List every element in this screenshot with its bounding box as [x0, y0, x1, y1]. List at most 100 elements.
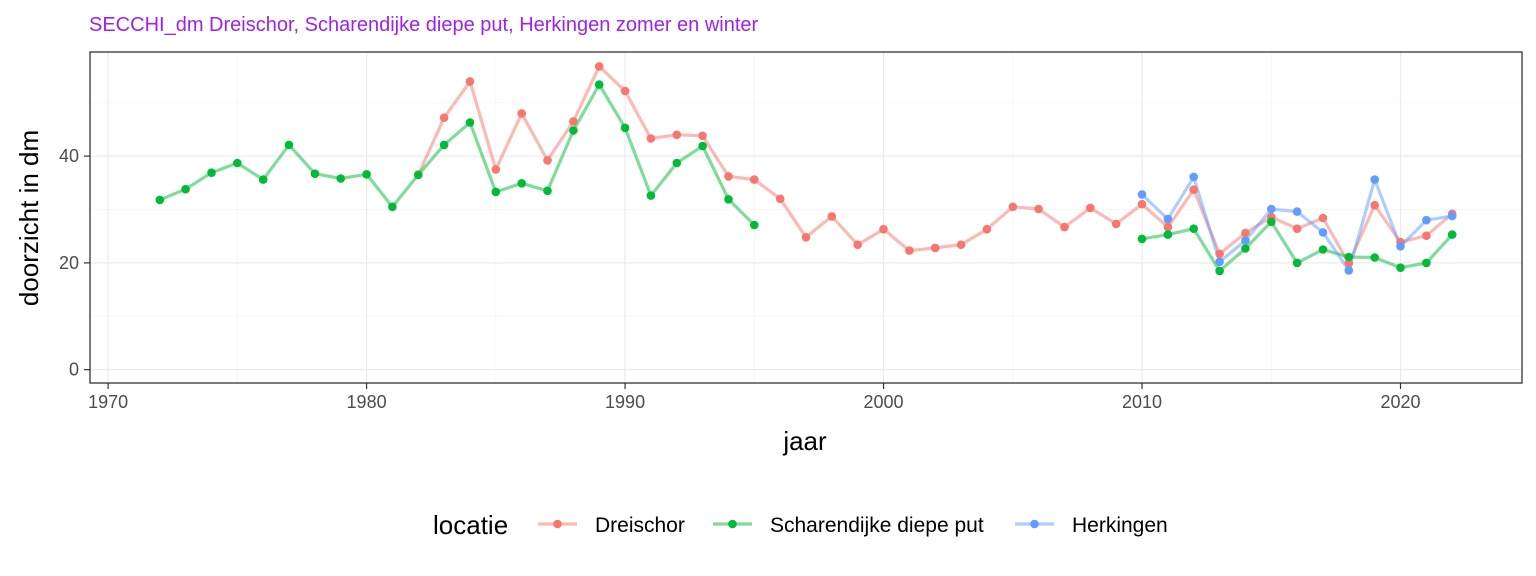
data-point-scharendijke-diepe-put — [181, 184, 190, 194]
data-point-dreischor — [1318, 213, 1328, 223]
legend-label: Scharendijke diepe put — [770, 514, 984, 537]
series-line-scharendijke-diepe-put — [159, 82, 756, 227]
data-point-herkingen — [1241, 236, 1250, 245]
data-point-herkingen — [1189, 172, 1198, 182]
x-tick-label: 2000 — [864, 392, 904, 412]
data-point-scharendijke-diepe-put — [672, 158, 682, 168]
data-point-herkingen — [1447, 211, 1457, 221]
data-point-scharendijke-diepe-put — [284, 140, 294, 150]
data-point-herkingen — [1370, 175, 1379, 184]
data-point-dreischor — [491, 165, 501, 174]
data-point-dreischor — [569, 117, 578, 126]
data-point-scharendijke-diepe-put — [310, 169, 320, 178]
x-tick-label: 2010 — [1122, 392, 1162, 412]
points-herkingen — [1137, 172, 1457, 275]
data-point-scharendijke-diepe-put — [1241, 244, 1250, 253]
data-point-dreischor — [1189, 185, 1198, 194]
points-dreischor — [414, 62, 1457, 268]
data-point-dreischor — [1086, 203, 1095, 213]
data-point-dreischor — [517, 109, 526, 118]
data-point-dreischor — [1060, 222, 1069, 232]
data-point-dreischor — [1034, 204, 1043, 214]
data-point-herkingen — [1267, 204, 1276, 214]
y-axis: 0 20 40 — [59, 146, 90, 380]
data-point-dreischor — [1215, 249, 1224, 259]
x-tick-label: 2020 — [1380, 392, 1420, 412]
data-point-dreischor — [698, 131, 707, 141]
data-point-scharendijke-diepe-put — [258, 175, 268, 184]
data-point-scharendijke-diepe-put — [569, 126, 578, 135]
data-point-dreischor — [439, 113, 449, 122]
data-point-scharendijke-diepe-put — [594, 80, 604, 89]
data-point-scharendijke-diepe-put — [698, 141, 707, 151]
data-point-scharendijke-diepe-put — [1396, 263, 1405, 273]
data-point-dreischor — [879, 224, 888, 234]
panel-border — [89, 51, 1523, 384]
points-scharendijke-diepe-put — [155, 80, 1457, 276]
data-point-dreischor — [1241, 228, 1250, 238]
legend-key-point — [553, 519, 562, 529]
data-point-scharendijke-diepe-put — [1422, 258, 1431, 268]
legend-item-herkingen: Herkingen — [1015, 514, 1168, 537]
data-point-scharendijke-diepe-put — [155, 195, 165, 205]
data-point-scharendijke-diepe-put — [362, 170, 371, 179]
data-point-dreischor — [1422, 231, 1431, 240]
data-point-dreischor — [620, 86, 630, 96]
x-tick-label: 1980 — [347, 392, 387, 412]
data-point-dreischor — [801, 233, 811, 242]
data-point-dreischor — [1344, 259, 1354, 268]
data-point-dreischor — [1137, 199, 1147, 209]
data-point-scharendijke-diepe-put — [1215, 266, 1224, 276]
legend-key-point — [728, 519, 737, 529]
data-point-scharendijke-diepe-put — [1163, 230, 1173, 239]
data-point-dreischor — [543, 156, 552, 165]
data-point-scharendijke-diepe-put — [336, 174, 346, 183]
data-point-scharendijke-diepe-put — [543, 186, 552, 196]
data-point-dreischor — [1370, 200, 1379, 210]
data-point-dreischor — [672, 130, 682, 140]
data-point-scharendijke-diepe-put — [491, 187, 501, 197]
data-point-scharendijke-diepe-put — [207, 168, 216, 177]
data-point-herkingen — [1422, 215, 1431, 225]
data-point-dreischor — [465, 77, 475, 86]
data-point-herkingen — [1318, 228, 1328, 237]
data-point-scharendijke-diepe-put — [439, 140, 449, 150]
data-point-scharendijke-diepe-put — [1344, 252, 1354, 262]
data-point-dreischor — [1008, 202, 1018, 212]
data-point-dreischor — [646, 134, 656, 143]
data-point-dreischor — [1163, 222, 1173, 232]
data-point-scharendijke-diepe-put — [1267, 217, 1276, 227]
y-tick-label: 20 — [59, 253, 79, 273]
data-point-herkingen — [1215, 257, 1224, 267]
data-point-scharendijke-diepe-put — [1318, 245, 1328, 254]
data-point-scharendijke-diepe-put — [233, 158, 242, 168]
data-point-scharendijke-diepe-put — [1292, 258, 1302, 268]
data-point-scharendijke-diepe-put — [724, 195, 733, 204]
data-point-dreischor — [905, 246, 914, 255]
data-point-scharendijke-diepe-put — [750, 220, 759, 230]
legend-key-point — [1030, 519, 1039, 529]
legend-title: locatie — [433, 510, 508, 540]
data-point-dreischor — [724, 172, 733, 181]
grid — [90, 52, 1522, 383]
data-point-dreischor — [775, 194, 785, 204]
y-tick-label: 0 — [69, 360, 79, 380]
data-point-dreischor — [1292, 224, 1302, 233]
x-axis: 1970 1980 1990 2000 2010 2020 — [88, 383, 1421, 412]
x-tick-label: 1990 — [605, 392, 645, 412]
data-point-scharendijke-diepe-put — [1447, 230, 1457, 239]
data-point-scharendijke-diepe-put — [1137, 234, 1147, 244]
series-layer — [155, 62, 1457, 276]
data-point-dreischor — [1111, 219, 1121, 229]
data-point-herkingen — [1292, 207, 1302, 216]
data-point-herkingen — [1396, 242, 1405, 251]
data-point-dreischor — [956, 240, 966, 249]
legend: locatie Dreischor Scharendijke diepe put H… — [433, 510, 1168, 540]
y-axis-title: doorzicht in dm — [14, 130, 44, 306]
data-point-dreischor — [930, 243, 940, 253]
data-point-scharendijke-diepe-put — [414, 170, 423, 180]
data-point-scharendijke-diepe-put — [388, 202, 397, 212]
x-tick-label: 1970 — [88, 392, 128, 412]
data-point-herkingen — [1344, 266, 1354, 275]
